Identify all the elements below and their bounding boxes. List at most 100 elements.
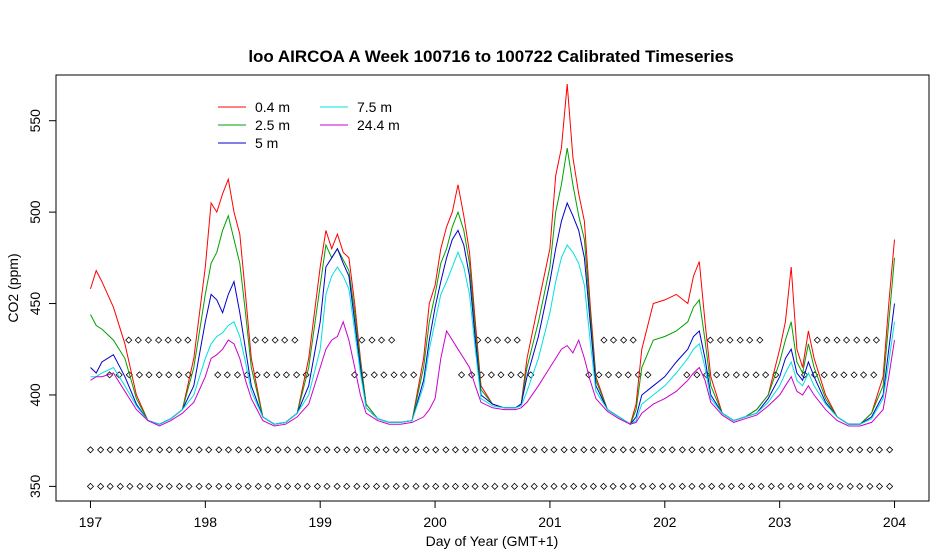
marker-point bbox=[165, 371, 173, 379]
marker-point bbox=[870, 371, 878, 379]
legend: 0.4 m 2.5 m 5 m 7.5 m 24.4 m bbox=[218, 99, 400, 151]
marker-point bbox=[521, 446, 529, 454]
marker-point bbox=[392, 482, 400, 490]
marker-point bbox=[402, 482, 410, 490]
marker-point bbox=[540, 446, 548, 454]
marker-point bbox=[830, 371, 838, 379]
marker-point bbox=[550, 482, 558, 490]
marker-point bbox=[402, 446, 410, 454]
marker-point bbox=[736, 336, 744, 344]
marker-point bbox=[422, 482, 430, 490]
marker-point bbox=[843, 336, 851, 344]
marker-point bbox=[195, 482, 203, 490]
marker-point bbox=[146, 446, 154, 454]
marker-point bbox=[648, 482, 657, 490]
marker-point bbox=[442, 482, 450, 490]
marker-point bbox=[659, 446, 667, 454]
marker-point bbox=[165, 482, 173, 490]
marker-point bbox=[585, 371, 593, 379]
marker-point bbox=[164, 336, 172, 344]
x-tick-label: 202 bbox=[653, 514, 677, 530]
marker-point bbox=[886, 446, 894, 454]
marker-point bbox=[732, 371, 740, 379]
marker-point bbox=[748, 446, 756, 454]
marker-point bbox=[333, 482, 341, 490]
y-tick-label: 450 bbox=[27, 292, 43, 316]
marker-point bbox=[126, 446, 134, 454]
marker-point bbox=[468, 371, 476, 379]
marker-point bbox=[362, 482, 370, 490]
marker-point bbox=[797, 446, 805, 454]
marker-point bbox=[461, 482, 470, 490]
marker-point bbox=[600, 336, 608, 344]
marker-point bbox=[624, 371, 632, 379]
legend-item: 0.4 m bbox=[218, 99, 290, 115]
marker-point bbox=[604, 371, 613, 379]
marker-point bbox=[570, 482, 578, 490]
marker-point bbox=[752, 371, 760, 379]
marker-point bbox=[291, 336, 299, 344]
marker-point bbox=[155, 371, 163, 379]
x-axis-label: Day of Year (GMT+1) bbox=[426, 533, 559, 549]
marker-point bbox=[688, 482, 696, 490]
marker-point bbox=[205, 482, 213, 490]
marker-point bbox=[125, 336, 133, 344]
marker-point bbox=[580, 482, 588, 490]
marker-point bbox=[813, 336, 821, 344]
marker-point bbox=[323, 446, 331, 454]
marker-point bbox=[886, 482, 894, 490]
marker-row bbox=[86, 446, 894, 454]
marker-point bbox=[767, 482, 775, 490]
marker-point bbox=[619, 482, 627, 490]
marker-point bbox=[644, 371, 652, 379]
marker-point bbox=[846, 482, 854, 490]
legend-item: 5 m bbox=[218, 135, 278, 151]
marker-point bbox=[589, 446, 597, 454]
y-tick-label: 550 bbox=[27, 109, 43, 133]
marker-point bbox=[377, 336, 386, 344]
marker-point bbox=[853, 336, 861, 344]
marker-point bbox=[746, 336, 754, 344]
marker-point bbox=[816, 446, 824, 454]
marker-point bbox=[388, 336, 396, 344]
x-axis: 197 198 199 200 201 202 203 204 bbox=[79, 500, 906, 530]
marker-point bbox=[629, 482, 637, 490]
marker-point bbox=[380, 371, 388, 379]
marker-point bbox=[116, 446, 124, 454]
y-tick-label: 400 bbox=[27, 383, 43, 407]
marker-point bbox=[800, 371, 809, 379]
marker-point bbox=[580, 446, 588, 454]
marker-point bbox=[639, 482, 647, 490]
marker-point bbox=[540, 482, 548, 490]
marker-point bbox=[214, 371, 222, 379]
marker-point bbox=[678, 482, 686, 490]
marker-point bbox=[875, 446, 884, 454]
marker-point bbox=[244, 446, 252, 454]
marker-point bbox=[215, 446, 223, 454]
marker-point bbox=[856, 482, 864, 490]
marker-point bbox=[521, 482, 529, 490]
marker-point bbox=[461, 446, 470, 454]
marker-point bbox=[615, 371, 623, 379]
marker-point bbox=[412, 446, 420, 454]
marker-point bbox=[343, 446, 351, 454]
marker-point bbox=[762, 371, 770, 379]
marker-point bbox=[471, 446, 479, 454]
marker-point bbox=[513, 336, 521, 344]
marker-point bbox=[175, 371, 183, 379]
series-line bbox=[90, 148, 895, 425]
marker-point bbox=[271, 336, 279, 344]
marker-point bbox=[727, 482, 735, 490]
marker-point bbox=[353, 482, 361, 490]
marker-point bbox=[303, 446, 311, 454]
marker-point bbox=[382, 446, 390, 454]
marker-point bbox=[708, 446, 716, 454]
legend-item: 2.5 m bbox=[218, 117, 290, 133]
marker-point bbox=[368, 336, 376, 344]
marker-point bbox=[737, 446, 746, 454]
marker-point bbox=[294, 446, 302, 454]
marker-point bbox=[609, 446, 617, 454]
marker-point bbox=[294, 482, 302, 490]
marker-point bbox=[156, 446, 164, 454]
marker-point bbox=[599, 482, 608, 490]
